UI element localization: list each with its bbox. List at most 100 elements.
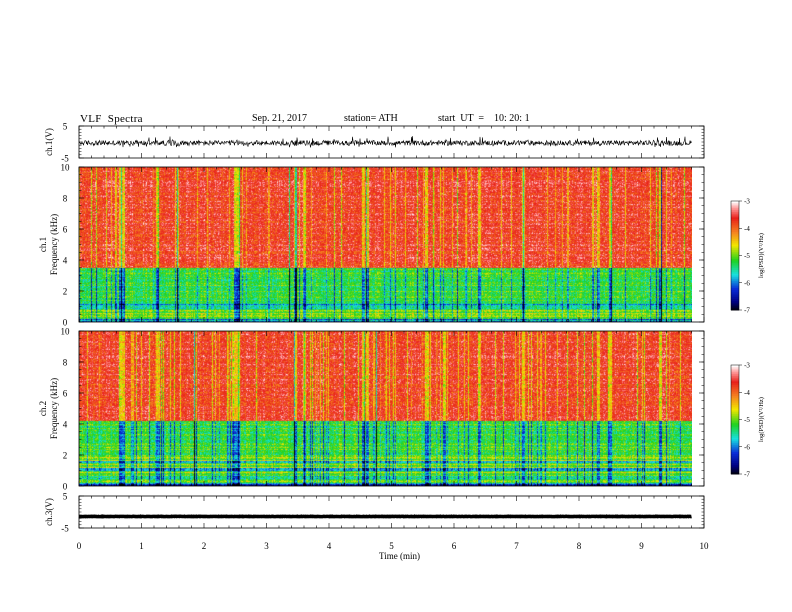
colorbar-1-swatch [731, 248, 739, 251]
colorbar-2-swatch [731, 415, 739, 419]
colorbar-2-swatch [731, 430, 739, 433]
x-tick-label: 1 [139, 541, 144, 551]
colorbar-2-swatch [731, 374, 739, 377]
colorbar-2-swatch [731, 392, 739, 395]
colorbar-2-swatch [731, 454, 739, 457]
colorbar-2-swatch [731, 399, 739, 402]
ch2-spec-ytick-label: 0 [63, 482, 68, 492]
x-tick-label: 5 [389, 541, 394, 551]
x-tick-label: 3 [264, 541, 269, 551]
x-tick-label: 10 [700, 541, 710, 551]
colorbar-2-swatch [731, 408, 739, 411]
colorbar-1-swatch [731, 264, 739, 267]
colorbar-1-swatch [731, 220, 739, 224]
colorbar-1-swatch [731, 217, 739, 220]
ch2-spectrogram-image [79, 331, 692, 486]
colorbar-2-swatch [731, 386, 739, 390]
colorbar-2-swatch [731, 446, 739, 450]
colorbar-2-swatch [731, 410, 739, 413]
colorbar-1-swatch [731, 239, 739, 242]
colorbar-1-swatch [731, 233, 739, 237]
ch1-wave-ytick-label: 5 [63, 122, 68, 132]
colorbar-2-tick-label: -7 [744, 471, 750, 479]
ch3-wave-ytick-label: -5 [61, 524, 69, 534]
colorbar-1-swatch [731, 201, 739, 204]
colorbar-2-swatch [731, 383, 739, 386]
colorbar-1-tick-label: -3 [744, 198, 750, 206]
colorbar-2-swatch [731, 472, 739, 475]
colorbar-2-swatch [731, 423, 739, 426]
ch1-spec-ytick-label: 2 [63, 287, 68, 297]
ch1-spec-ytick-label: 8 [63, 194, 68, 204]
colorbar-2-swatch [731, 470, 739, 473]
colorbar-1-swatch [731, 280, 739, 284]
colorbar-1-swatch [731, 250, 739, 253]
colorbar-2-swatch [731, 461, 739, 464]
colorbar-1-swatch [731, 211, 739, 215]
colorbar-1-tick-label: -4 [744, 225, 750, 233]
colorbar-2-swatch [731, 426, 739, 430]
colorbar-1-swatch [731, 204, 739, 207]
colorbar-2-tick-label: -6 [744, 443, 750, 451]
ch1-spec-ytick-label: 10 [61, 163, 71, 173]
waveform-traces [78, 136, 692, 519]
colorbar-2-swatch [731, 443, 739, 446]
colorbar-1-swatch [731, 240, 739, 244]
colorbar-2-swatch [731, 441, 739, 444]
start-time-label: start UT = 10: 20: 1 [438, 113, 530, 124]
colorbar-1-swatch [731, 282, 739, 286]
ch1-waveform-line [78, 136, 692, 148]
colorbar-1-swatch [731, 228, 739, 231]
colorbar-2-swatch [731, 439, 739, 442]
colorbar-2-swatch [731, 414, 739, 417]
ch3-wave-ylabel: ch.3(V) [44, 498, 54, 526]
colorbar-1-swatch [731, 286, 739, 289]
colorbar-1-swatch [731, 266, 739, 269]
colorbar-2-tick-label: -4 [744, 389, 750, 397]
ch2-spec-ytick-label: 8 [63, 358, 68, 368]
colorbar-1-swatch [731, 306, 739, 309]
colorbar-2-swatch [731, 450, 739, 453]
ch2-spec-ytick-label: 10 [61, 327, 71, 337]
colorbar-2-swatch [731, 434, 739, 437]
colorbar-1-swatch [731, 299, 739, 302]
colorbar-1-tick-label: -7 [744, 307, 750, 315]
colorbar-2-swatch [731, 365, 739, 368]
axis-ticks [78, 125, 742, 529]
colorbar-2-swatch [731, 403, 739, 406]
ch2-spec-ylabel-channel: ch.2 [38, 401, 48, 416]
colorbar-1-swatch [731, 300, 739, 304]
colorbar-2-swatch [731, 437, 739, 440]
colorbar-2-swatch [731, 388, 739, 391]
colorbar-1-swatch [731, 270, 739, 273]
colorbar-1-swatch [731, 290, 739, 293]
colorbar-1-swatch [731, 308, 739, 311]
colorbar-1-swatch [731, 304, 739, 307]
ch2-spec-ytick-label: 4 [63, 420, 68, 430]
colorbar-1-swatch [731, 262, 739, 266]
colorbar-2-swatch [731, 424, 739, 428]
colorbar-1-swatch [731, 284, 739, 287]
colorbar-1-swatch [731, 268, 739, 271]
colorbar-2-swatch [731, 412, 739, 415]
colorbar-1-swatch [731, 291, 739, 295]
ch1-wave-ylabel: ch.1(V) [44, 128, 54, 156]
colorbar-1-swatch [731, 219, 739, 222]
colorbar-2-swatch [731, 406, 739, 410]
colorbar-2-swatch [731, 397, 739, 401]
colorbar-2-swatch [731, 384, 739, 388]
colorbar-2-swatch [731, 381, 739, 384]
colorbar-2-swatch [731, 468, 739, 471]
ch1-spec-ytick-label: 4 [63, 256, 68, 266]
colorbar-2-swatch [731, 401, 739, 404]
colorbar-2-swatch [731, 419, 739, 422]
colorbar-2-swatch [731, 375, 739, 379]
colorbar-1-tick-label: -6 [744, 279, 750, 287]
ch1-spec-ylabel: Frequency (kHz) [49, 214, 59, 275]
ch2-spec-ylabel: Frequency (kHz) [49, 378, 59, 439]
colorbar-2-swatch [731, 432, 739, 435]
colorbar-1-label: log(PSD)(V²/Hz) [758, 233, 765, 278]
colorbar-1-swatch [731, 202, 739, 206]
